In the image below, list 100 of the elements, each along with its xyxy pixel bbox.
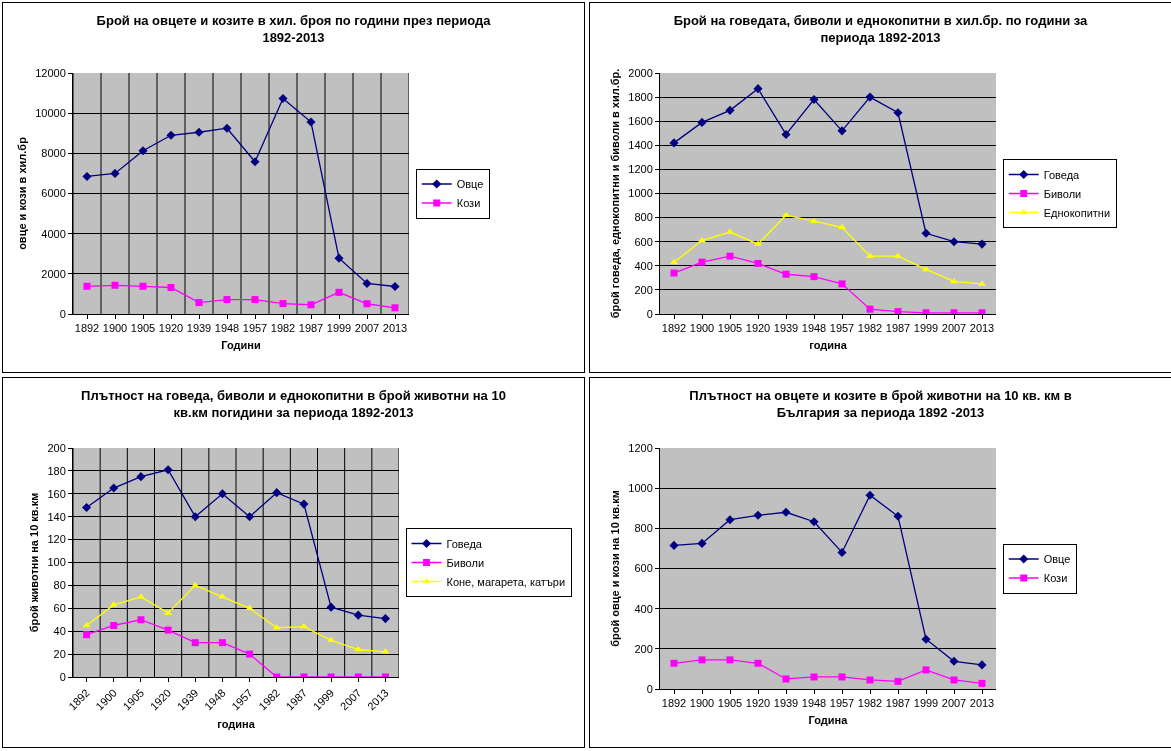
point xyxy=(137,616,145,624)
point xyxy=(698,656,706,664)
y-tick-label: 80 xyxy=(53,579,66,592)
point xyxy=(894,308,902,314)
x-tick-label: 2013 xyxy=(969,697,995,710)
point xyxy=(139,282,147,290)
legend-label: Овце xyxy=(456,178,484,191)
x-tick-label: 1987 xyxy=(298,322,324,335)
point xyxy=(250,157,260,167)
x-tick-label: 2007 xyxy=(354,322,380,335)
point xyxy=(725,515,735,525)
y-tick-label: 1000 xyxy=(628,482,653,495)
point xyxy=(698,258,706,266)
x-tick-label: 1957 xyxy=(242,322,268,335)
point xyxy=(893,108,903,118)
point xyxy=(782,270,790,278)
x-tick-label: 1920 xyxy=(745,697,771,710)
x-tick-label: 2007 xyxy=(941,322,967,335)
x-tick-label: 1987 xyxy=(885,697,911,710)
y-tick-label: 2000 xyxy=(628,66,653,79)
point xyxy=(809,517,819,527)
y-tick-label: 200 xyxy=(634,642,653,655)
point xyxy=(299,499,309,509)
x-tick-label: 1982 xyxy=(857,697,883,710)
legend-label: Говеда xyxy=(1043,168,1081,181)
point xyxy=(194,127,204,137)
x-axis-title: година xyxy=(809,339,848,352)
y-tick-label: 0 xyxy=(646,307,653,320)
x-tick-label: 1987 xyxy=(885,322,911,335)
point xyxy=(110,621,118,629)
point xyxy=(726,656,734,664)
point xyxy=(279,300,287,308)
point xyxy=(307,301,315,309)
point xyxy=(334,253,344,263)
x-tick-label: 1948 xyxy=(801,697,827,710)
point xyxy=(83,631,91,639)
point xyxy=(866,305,874,313)
point xyxy=(306,117,316,127)
point xyxy=(245,512,255,522)
x-tick-label: 1905 xyxy=(717,322,743,335)
y-tick-label: 200 xyxy=(634,283,653,296)
point xyxy=(781,507,791,517)
point xyxy=(669,540,679,550)
y-axis-title: брой животни на 10 кв.км xyxy=(28,492,41,633)
point xyxy=(111,281,119,289)
y-tick-label: 1200 xyxy=(628,441,653,454)
point xyxy=(921,634,931,644)
legend-label: Биволи xyxy=(1043,187,1082,200)
legend-label: Коне, магарета, катъри xyxy=(446,575,566,588)
x-tick-label: 1982 xyxy=(857,322,883,335)
point xyxy=(327,636,336,643)
point xyxy=(82,621,91,628)
point xyxy=(921,265,931,272)
point xyxy=(782,675,790,683)
x-tick-label: 1900 xyxy=(689,322,715,335)
point xyxy=(380,614,390,624)
point xyxy=(838,673,846,681)
point xyxy=(670,269,678,277)
y-axis-title: брой овце и кози на 10 кв.км xyxy=(608,490,621,647)
point xyxy=(136,472,146,482)
point xyxy=(82,502,92,513)
point xyxy=(109,483,119,493)
y-tick-label: 400 xyxy=(634,602,653,615)
x-tick-label: 1948 xyxy=(214,322,240,335)
x-tick-label: 1999 xyxy=(913,322,939,335)
point xyxy=(669,138,679,148)
x-tick-label: 2013 xyxy=(382,322,408,335)
point xyxy=(837,126,847,136)
point xyxy=(725,105,735,115)
point xyxy=(217,489,227,499)
point xyxy=(191,581,200,588)
y-tick-label: 0 xyxy=(59,670,66,683)
x-tick-label: 1900 xyxy=(102,322,128,335)
x-tick-label: 1939 xyxy=(773,697,799,710)
point xyxy=(222,123,232,133)
point xyxy=(83,282,91,290)
point xyxy=(922,666,930,674)
point xyxy=(670,659,678,667)
point xyxy=(251,296,259,304)
y-tick-label: 0 xyxy=(646,682,653,695)
point xyxy=(195,299,203,307)
x-tick-label: 1957 xyxy=(829,322,855,335)
x-tick-label: 1999 xyxy=(913,697,939,710)
point xyxy=(82,171,92,181)
y-tick-label: 160 xyxy=(47,487,66,500)
y-tick-label: 140 xyxy=(47,510,66,523)
y-tick-label: 1000 xyxy=(628,187,653,200)
point xyxy=(865,490,875,500)
y-tick-label: 400 xyxy=(634,259,653,272)
point xyxy=(809,94,819,105)
chart-title: Брой на овцете и козите в хил. броя по години през периода 1892-2013 xyxy=(96,13,492,46)
x-tick-label: 1905 xyxy=(130,322,156,335)
y-axis-title: овце и кози в хил.бр xyxy=(15,136,28,250)
x-tick-label: 1892 xyxy=(661,322,687,335)
x-tick-label: 1920 xyxy=(745,322,771,335)
x-tick-label: 1920 xyxy=(158,322,184,335)
y-tick-label: 6000 xyxy=(41,187,66,200)
y-tick-label: 800 xyxy=(634,522,653,535)
point xyxy=(810,673,818,681)
y-tick-label: 12000 xyxy=(35,66,66,79)
